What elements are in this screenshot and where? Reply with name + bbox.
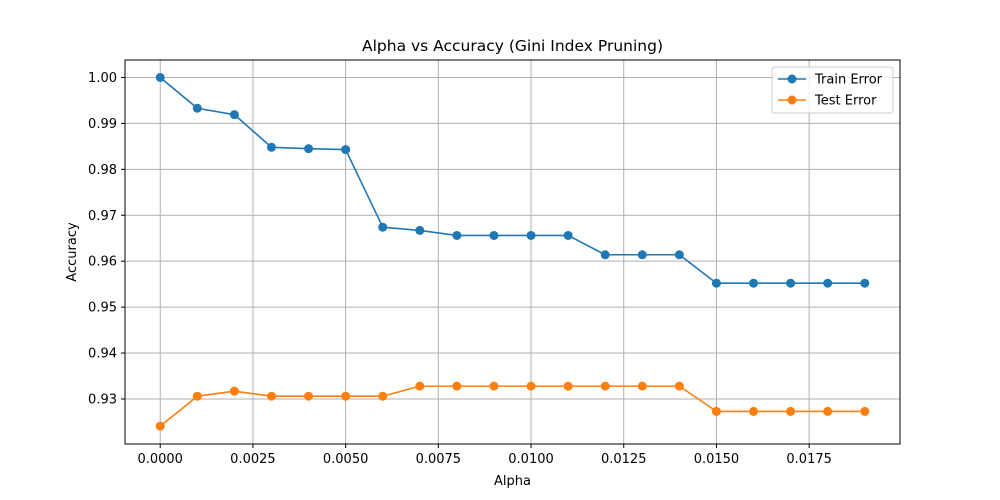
y-tick-label: 0.94 — [88, 347, 117, 362]
x-axis-label: Alpha — [494, 474, 531, 489]
x-tick-label: 0.0075 — [416, 452, 462, 467]
train-error-line — [159, 76, 865, 285]
legend: Train Error Test Error — [771, 66, 894, 114]
train-error-point — [563, 230, 573, 240]
test-error-point — [674, 381, 684, 391]
train-error-point — [192, 103, 202, 113]
test-error-point — [563, 381, 573, 391]
test-error-point — [229, 386, 239, 396]
train-error-point — [711, 278, 721, 288]
test-error-point — [192, 391, 202, 401]
x-tick-label: 0.0050 — [323, 452, 369, 467]
train-error-point — [155, 72, 165, 82]
test-error-point — [415, 381, 425, 391]
ticks: 0.0000 0.0025 0.0050 0.0075 0.0100 0.0125 0.01… — [88, 71, 832, 467]
test-error-point — [786, 406, 796, 416]
train-error-point — [341, 145, 351, 155]
x-tick-label: 0.0025 — [230, 452, 276, 467]
test-error-point — [823, 406, 833, 416]
test-error-point — [378, 391, 388, 401]
train-error-point — [600, 250, 610, 260]
y-tick-label: 0.98 — [88, 163, 117, 178]
legend-label-train: Train Error — [814, 73, 883, 88]
train-error-point — [415, 225, 425, 235]
train-error-point — [452, 230, 462, 240]
train-error-point — [823, 278, 833, 288]
y-tick-label: 0.99 — [88, 117, 117, 132]
grid — [125, 60, 900, 444]
plot-frame — [124, 59, 901, 445]
test-error-point — [600, 381, 610, 391]
x-tick-label: 0.0175 — [786, 452, 832, 467]
test-error-point — [341, 391, 351, 401]
train-error-point — [229, 110, 239, 120]
train-error-point — [378, 222, 388, 232]
test-error-point — [749, 406, 759, 416]
y-axis-label: Accuracy — [65, 222, 80, 282]
legend-marker-train — [787, 74, 797, 84]
chart-title: Alpha vs Accuracy (Gini Index Pruning) — [362, 37, 663, 55]
legend-marker-test — [787, 95, 797, 105]
train-error-point — [526, 230, 536, 240]
train-error-point — [786, 278, 796, 288]
test-error-point — [637, 381, 647, 391]
x-tick-label: 0.0000 — [137, 452, 183, 467]
train-error-point — [674, 250, 684, 260]
test-error-line — [159, 385, 865, 427]
test-error-point — [711, 406, 721, 416]
train-error-point — [304, 144, 314, 154]
x-tick-label: 0.0125 — [601, 452, 647, 467]
test-error-point — [860, 406, 870, 416]
x-tick-label: 0.0100 — [508, 452, 554, 467]
test-error-point — [266, 391, 276, 401]
train-error-point — [749, 278, 759, 288]
y-tick-label: 0.93 — [88, 392, 117, 407]
test-error-point — [155, 421, 165, 431]
test-error-point — [526, 381, 536, 391]
y-tick-label: 0.96 — [88, 255, 117, 270]
train-error-point — [489, 230, 499, 240]
train-error-point — [266, 142, 276, 152]
test-error-point — [304, 391, 314, 401]
y-tick-label: 0.95 — [88, 301, 117, 316]
x-tick-label: 0.0150 — [694, 452, 740, 467]
y-tick-label: 0.97 — [88, 209, 117, 224]
train-error-point — [637, 250, 647, 260]
test-error-point — [452, 381, 462, 391]
y-tick-label: 1.00 — [88, 71, 117, 86]
series-layer — [155, 72, 870, 431]
test-error-point — [489, 381, 499, 391]
legend-label-test: Test Error — [814, 94, 877, 109]
train-error-point — [860, 278, 870, 288]
